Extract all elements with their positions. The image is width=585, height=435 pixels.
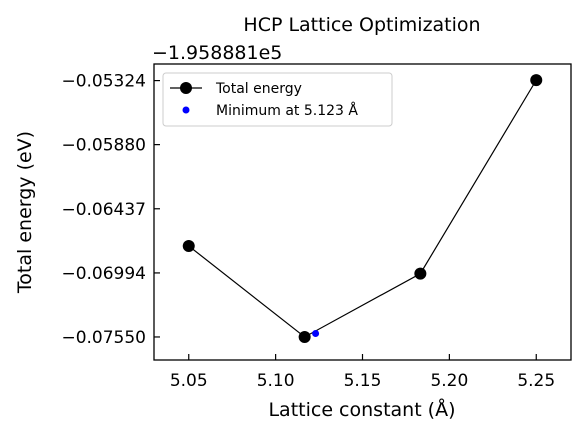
- x-axis-ticks: 5.05 5.10 5.15 5.20 5.25: [170, 354, 555, 391]
- y-tick-label: −0.06437: [61, 200, 146, 220]
- data-point-total-energy: [182, 239, 195, 252]
- series-layer: [182, 74, 543, 343]
- y-axis-ticks: −0.05324 −0.05880 −0.06437 −0.06994 −0.07550: [61, 72, 160, 348]
- x-tick-label: 5.15: [344, 371, 382, 391]
- y-axis-label: Total energy (eV): [14, 131, 36, 294]
- y-tick-label: −0.07550: [61, 328, 146, 348]
- y-tick-label: −0.05324: [61, 72, 146, 92]
- x-tick-label: 5.10: [257, 371, 295, 391]
- data-point-minimum: [312, 330, 320, 338]
- data-point-total-energy: [414, 267, 427, 280]
- x-axis-label: Lattice constant (Å): [268, 398, 455, 421]
- legend-marker-minimum: [182, 106, 190, 114]
- data-point-total-energy: [298, 330, 311, 343]
- chart-title: HCP Lattice Optimization: [243, 14, 480, 36]
- x-tick-label: 5.25: [517, 371, 555, 391]
- series-line-total-energy: [188, 79, 537, 338]
- legend-marker-total-energy: [180, 82, 192, 94]
- y-tick-label: −0.05880: [61, 136, 146, 156]
- data-point-total-energy: [530, 74, 543, 87]
- legend-label-total-energy: Total energy: [215, 81, 302, 97]
- legend: Total energy Minimum at 5.123 Å: [162, 72, 393, 127]
- legend-box: [162, 72, 393, 127]
- legend-label-minimum: Minimum at 5.123 Å: [216, 102, 358, 119]
- y-offset-label: −1.958881e5: [152, 42, 282, 64]
- x-tick-label: 5.20: [430, 371, 468, 391]
- y-tick-label: −0.06994: [61, 264, 146, 284]
- x-tick-label: 5.05: [170, 371, 208, 391]
